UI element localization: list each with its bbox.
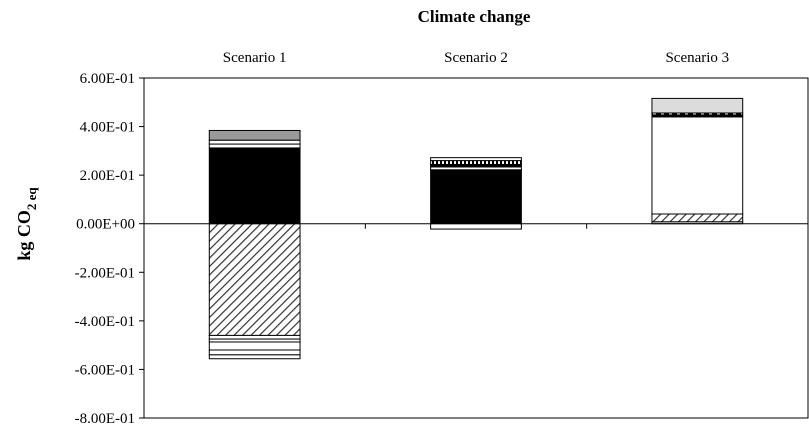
y-tick-label: -6.00E-01 xyxy=(75,362,135,378)
y-tick-label: 4.00E-01 xyxy=(80,120,135,136)
plot-area: 6.00E-01 4.00E-01 2.00E-01 0.00E+00 -2.00E-0… xyxy=(75,50,809,427)
bar-segment xyxy=(208,349,301,356)
y-tick-label: 0.00E+00 xyxy=(76,217,135,233)
category-label: Scenario 2 xyxy=(444,50,508,66)
y-tick-label: 6.00E-01 xyxy=(80,71,135,87)
bar-segment xyxy=(208,341,301,351)
category-label: Scenario 3 xyxy=(665,50,729,66)
chart-title: Climate change xyxy=(418,7,531,26)
bar-segment xyxy=(208,334,301,340)
bar-segment xyxy=(208,139,301,145)
bar-segment xyxy=(651,116,744,215)
category-label: Scenario 1 xyxy=(223,50,287,66)
bar-segment xyxy=(651,213,744,223)
bar-segment xyxy=(208,147,301,225)
y-tick-label: -8.00E-01 xyxy=(75,411,135,427)
bar-segment xyxy=(208,354,301,360)
y-axis-label-subscript: 2 eq xyxy=(24,187,39,211)
bar-segment xyxy=(430,160,522,165)
y-tick-label: -2.00E-01 xyxy=(75,265,135,281)
y-axis-label: kg CO2 eq xyxy=(14,187,39,261)
bar-segment xyxy=(651,97,744,114)
bar-segment xyxy=(208,143,301,149)
bar-segment xyxy=(208,223,301,336)
y-axis-label-main: kg CO xyxy=(14,210,34,261)
bar-segment xyxy=(430,169,522,225)
y-tick-label: -4.00E-01 xyxy=(75,314,135,330)
bar-segment xyxy=(430,223,522,230)
bar-segment xyxy=(430,157,522,162)
bar-segment xyxy=(208,129,301,141)
y-tick-label: 2.00E-01 xyxy=(80,168,135,184)
plot-frame xyxy=(143,77,809,419)
